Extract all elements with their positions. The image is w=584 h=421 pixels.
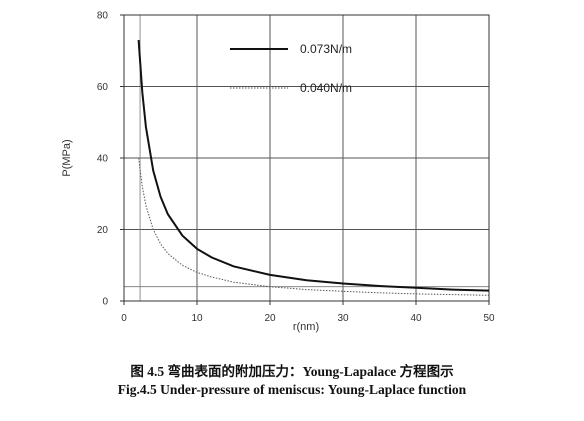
x-tick-label: 40 [410,313,422,324]
legend: 0.073N/m 0.040N/m [230,42,352,95]
series-lines [137,39,489,296]
y-tick-label: 40 [97,154,109,165]
y-tick-label: 20 [97,225,109,236]
x-tick-label: 30 [337,313,349,324]
x-tick-label: 50 [483,313,495,324]
y-tick-label: 80 [97,11,109,22]
x-tick-label: 20 [264,313,276,324]
legend-label: 0.073N/m [300,42,352,56]
series-line-2 [138,157,489,296]
y-tick-label: 0 [102,297,108,308]
figure-caption-english: Fig.4.5 Under-pressure of meniscus: Youn… [117,382,467,397]
axes [120,14,490,305]
y-axis-title: P(MPa) [61,139,73,176]
x-tick-label: 10 [191,313,203,324]
y-tick-label: 60 [97,82,109,93]
x-tick-label: 0 [121,313,127,324]
x-axis-title: r(nm) [293,321,319,333]
figure-caption-chinese: 图 4.5 弯曲表面的附加压力：Young-Lapalace 方程图示 [130,364,454,379]
tick-labels: 0 10 20 30 40 50 0 20 40 60 80 [97,11,495,325]
grid [124,14,490,301]
legend-label: 0.040N/m [300,81,352,95]
series-line-1 [137,39,489,292]
